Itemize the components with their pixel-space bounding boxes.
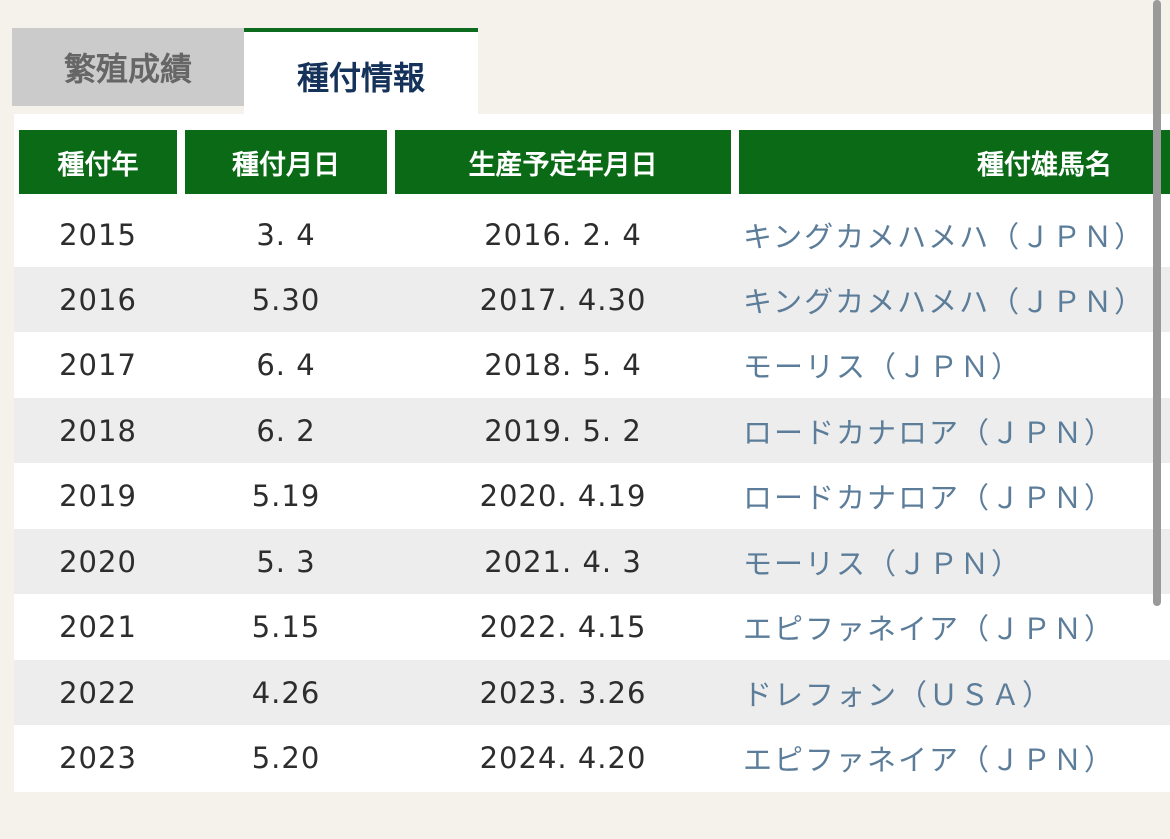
cell-date: 5.19 bbox=[251, 478, 321, 513]
cell-expected-birth: 2019. 5. 2 bbox=[484, 413, 642, 448]
cell-expected-birth: 2023. 3.26 bbox=[479, 675, 647, 710]
tab-bar: 繁殖成績 種付情報 bbox=[12, 28, 478, 114]
covering-table: 種付年 種付月日 生産予定年月日 種付雄馬名 2015 3. 4 2016. 2… bbox=[14, 114, 1170, 792]
stallion-link[interactable]: エピファネイア（ＪＰＮ） bbox=[743, 611, 1116, 646]
table-row: 2019 5.19 2020. 4.19 ロードカナロア（ＪＰＮ） bbox=[14, 463, 1170, 528]
cell-date: 5.20 bbox=[251, 740, 321, 775]
header-stallion: 種付雄馬名 bbox=[739, 130, 1170, 194]
cell-year: 2020 bbox=[59, 544, 137, 579]
cell-year: 2015 bbox=[59, 217, 137, 252]
cell-expected-birth: 2020. 4.19 bbox=[479, 478, 647, 513]
header-expected-birth: 生産予定年月日 bbox=[395, 130, 731, 194]
cell-date: 4.26 bbox=[251, 675, 321, 710]
cell-year: 2017 bbox=[59, 347, 137, 382]
stallion-link[interactable]: キングカメハメハ（ＪＰＮ） bbox=[743, 284, 1146, 319]
table-row: 2016 5.30 2017. 4.30 キングカメハメハ（ＪＰＮ） bbox=[14, 267, 1170, 332]
stallion-link[interactable]: エピファネイア（ＪＰＮ） bbox=[743, 742, 1116, 777]
table-row: 2020 5. 3 2021. 4. 3 モーリス（ＪＰＮ） bbox=[14, 529, 1170, 594]
stallion-link[interactable]: ロードカナロア（ＪＰＮ） bbox=[743, 480, 1116, 515]
stallion-link[interactable]: ロードカナロア（ＪＰＮ） bbox=[743, 415, 1116, 450]
cell-date: 3. 4 bbox=[256, 217, 316, 252]
stallion-link[interactable]: キングカメハメハ（ＪＰＮ） bbox=[743, 219, 1146, 254]
header-year: 種付年 bbox=[19, 130, 177, 194]
cell-expected-birth: 2016. 2. 4 bbox=[484, 217, 642, 252]
cell-date: 5.15 bbox=[251, 609, 321, 644]
cell-expected-birth: 2022. 4.15 bbox=[479, 609, 647, 644]
cell-date: 6. 4 bbox=[256, 347, 316, 382]
table-row: 2023 5.20 2024. 4.20 エピファネイア（ＪＰＮ） bbox=[14, 725, 1170, 790]
cell-date: 5.30 bbox=[251, 282, 321, 317]
table-row: 2022 4.26 2023. 3.26 ドレフォン（ＵＳＡ） bbox=[14, 660, 1170, 725]
table-row: 2017 6. 4 2018. 5. 4 モーリス（ＪＰＮ） bbox=[14, 332, 1170, 397]
stallion-link[interactable]: モーリス（ＪＰＮ） bbox=[743, 546, 1023, 581]
cell-expected-birth: 2021. 4. 3 bbox=[484, 544, 642, 579]
cell-year: 2019 bbox=[59, 478, 137, 513]
table-row: 2015 3. 4 2016. 2. 4 キングカメハメハ（ＪＰＮ） bbox=[14, 202, 1170, 267]
cell-year: 2021 bbox=[59, 609, 137, 644]
cell-year: 2018 bbox=[59, 413, 137, 448]
tab-covering-info[interactable]: 種付情報 bbox=[244, 28, 478, 114]
table-row: 2018 6. 2 2019. 5. 2 ロードカナロア（ＪＰＮ） bbox=[14, 398, 1170, 463]
cell-year: 2016 bbox=[59, 282, 137, 317]
cell-year: 2022 bbox=[59, 675, 137, 710]
vertical-scrollbar[interactable] bbox=[1153, 0, 1161, 606]
cell-expected-birth: 2024. 4.20 bbox=[479, 740, 647, 775]
table-row: 2021 5.15 2022. 4.15 エピファネイア（ＪＰＮ） bbox=[14, 594, 1170, 659]
cell-date: 5. 3 bbox=[256, 544, 316, 579]
stallion-link[interactable]: ドレフォン（ＵＳＡ） bbox=[743, 677, 1054, 712]
tab-breeding-results[interactable]: 繁殖成績 bbox=[12, 28, 244, 106]
cell-date: 6. 2 bbox=[256, 413, 316, 448]
cell-expected-birth: 2018. 5. 4 bbox=[484, 347, 642, 382]
header-date: 種付月日 bbox=[185, 130, 387, 194]
cell-year: 2023 bbox=[59, 740, 137, 775]
cell-expected-birth: 2017. 4.30 bbox=[479, 282, 647, 317]
stallion-link[interactable]: モーリス（ＪＰＮ） bbox=[743, 349, 1023, 384]
